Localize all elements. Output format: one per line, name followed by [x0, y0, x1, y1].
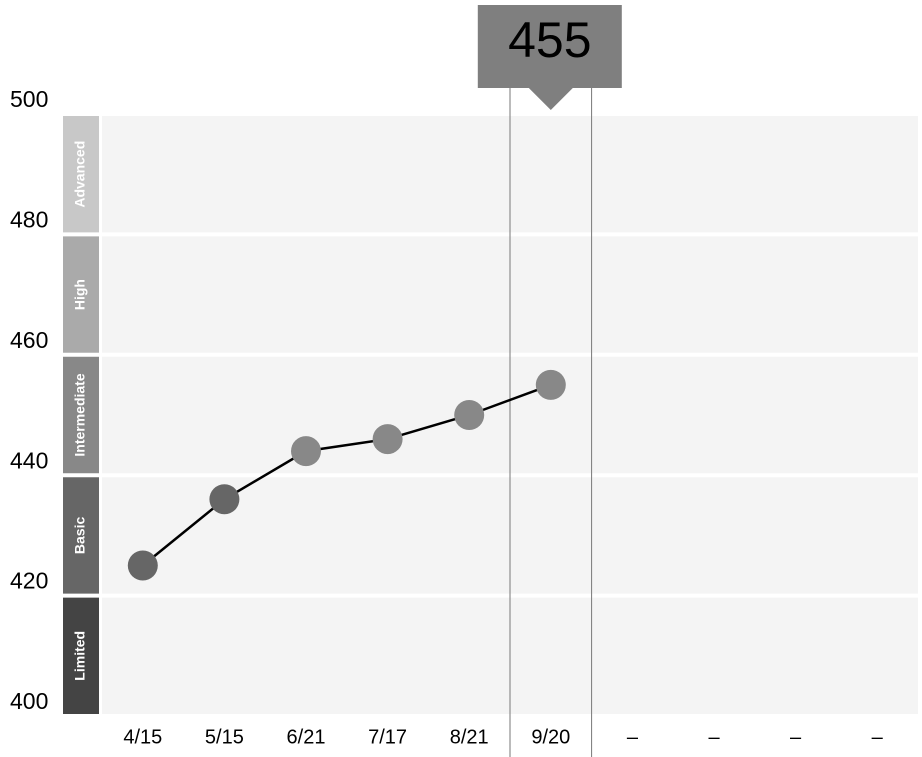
x-tick-label: 5/15: [205, 726, 244, 748]
x-tick-label: 4/15: [123, 726, 162, 748]
band-label-box: [63, 475, 99, 596]
x-tick-label: 7/17: [368, 726, 407, 748]
callout: [477, 5, 622, 110]
x-tick-label: 8/21: [450, 726, 489, 748]
score-point: [454, 400, 485, 430]
band-label: Intermediate: [72, 373, 88, 456]
band-label: Advanced: [72, 141, 88, 208]
x-tick-label: –: [627, 726, 639, 748]
score-point: [209, 484, 240, 515]
band-label: High: [72, 279, 88, 310]
x-tick-label: –: [708, 726, 720, 748]
band-label-box: [63, 595, 99, 716]
score-point: [372, 424, 403, 455]
y-tick-label: 420: [10, 568, 48, 594]
y-tick-label: 440: [10, 447, 48, 473]
score-point: [535, 369, 566, 400]
y-tick-label: 400: [10, 688, 48, 714]
x-tick-label: 9/20: [531, 726, 570, 748]
y-tick-label: 480: [10, 206, 48, 232]
band-label-box: [63, 354, 99, 476]
callout-value: 455: [508, 12, 591, 68]
x-tick-label: 6/21: [287, 726, 326, 748]
band-label: Limited: [72, 631, 88, 681]
score-point: [291, 436, 321, 467]
x-tick-label: –: [790, 726, 802, 748]
x-tick-label: –: [872, 726, 884, 748]
y-tick-label: 500: [10, 86, 48, 112]
band-label: Basic: [72, 517, 88, 555]
band-label-box: [63, 234, 99, 355]
band-label-box: [63, 114, 99, 235]
y-tick-label: 460: [10, 327, 48, 353]
score-point: [127, 550, 158, 581]
